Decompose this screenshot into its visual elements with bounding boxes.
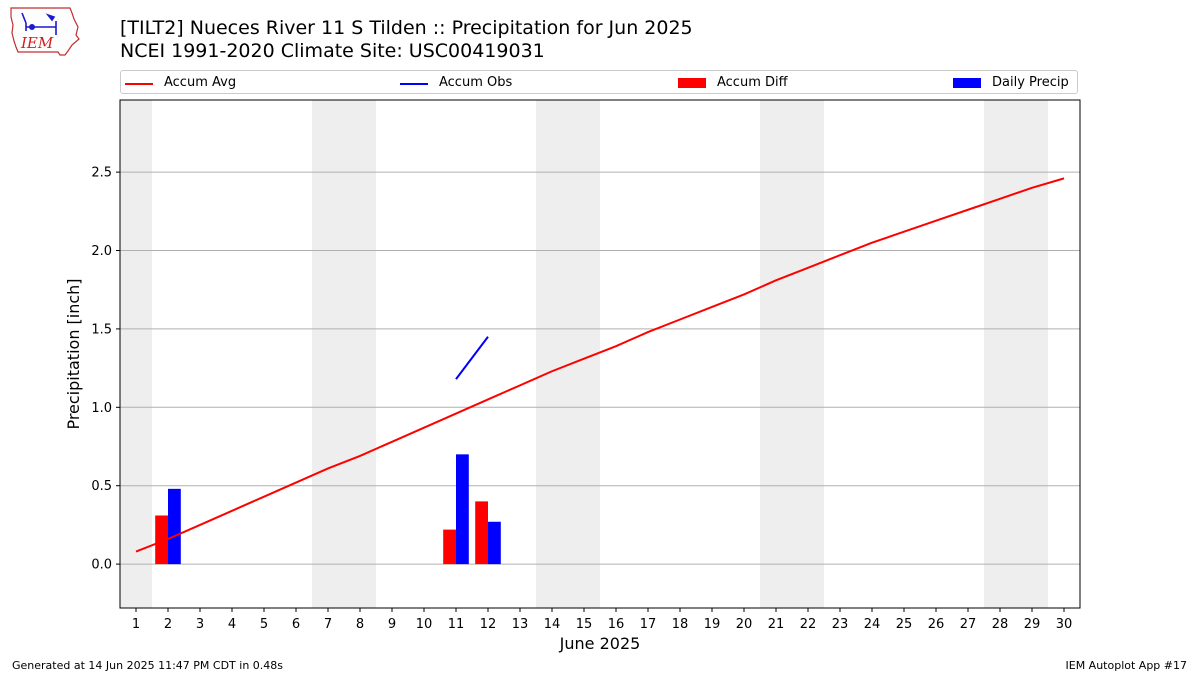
x-tick-label: 12	[480, 617, 497, 632]
x-tick-label: 25	[896, 617, 913, 632]
bar-daily-precip	[456, 454, 469, 565]
x-tick-label: 29	[1024, 617, 1041, 632]
legend-label-daily-precip: Daily Precip	[992, 75, 1069, 90]
logo-text: IEM	[20, 34, 54, 52]
x-tick-label: 21	[768, 617, 785, 632]
generated-note: Generated at 14 Jun 2025 11:47 PM CDT in…	[12, 659, 284, 672]
legend-swatch-accum-diff	[678, 78, 706, 88]
x-tick-label: 19	[704, 617, 721, 632]
y-axis-label: Precipitation [inch]	[64, 278, 83, 429]
y-tick-label: 2.5	[91, 166, 112, 181]
x-tick-label: 30	[1056, 617, 1073, 632]
chart-title: [TILT2] Nueces River 11 S Tilden :: Prec…	[120, 17, 693, 39]
x-tick-label: 4	[228, 617, 236, 632]
x-tick-label: 13	[512, 617, 529, 632]
legend-item-accum-obs: Accum Obs	[400, 74, 560, 92]
x-tick-label: 2	[164, 617, 172, 632]
bar-accum-diff	[155, 515, 168, 565]
y-tick-label: 0.0	[91, 558, 112, 573]
x-tick-label: 15	[576, 617, 593, 632]
iem-iowa-logo-icon: IEM	[10, 7, 80, 56]
x-tick-label: 26	[928, 617, 945, 632]
y-tick-label: 2.0	[91, 244, 112, 259]
x-tick-label: 10	[416, 617, 433, 632]
x-tick-label: 3	[196, 617, 204, 632]
weekend-band	[312, 100, 376, 608]
x-tick-label: 27	[960, 617, 977, 632]
x-tick-label: 1	[132, 617, 140, 632]
legend: Accum Avg Accum Obs Accum Diff Daily Pre…	[120, 70, 1078, 94]
x-tick-label: 11	[448, 617, 465, 632]
x-tick-label: 5	[260, 617, 268, 632]
legend-label-accum-diff: Accum Diff	[717, 75, 788, 90]
legend-item-accum-diff: Accum Diff	[678, 74, 838, 92]
weekend-band	[984, 100, 1048, 608]
x-tick-label: 7	[324, 617, 332, 632]
x-tick-label: 16	[608, 617, 625, 632]
x-tick-label: 6	[292, 617, 300, 632]
bar-accum-diff	[475, 501, 488, 565]
x-axis-label: June 2025	[559, 634, 641, 653]
legend-item-daily-precip: Daily Precip	[953, 74, 1077, 92]
x-tick-label: 24	[864, 617, 881, 632]
x-tick-label: 20	[736, 617, 753, 632]
bar-daily-precip	[168, 488, 181, 565]
x-tick-label: 8	[356, 617, 364, 632]
app-note: IEM Autoplot App #17	[1065, 659, 1188, 672]
weekend-band	[120, 100, 152, 608]
x-tick-label: 9	[388, 617, 396, 632]
weekend-band	[536, 100, 600, 608]
legend-item-accum-avg: Accum Avg	[125, 74, 285, 92]
x-tick-label: 17	[640, 617, 657, 632]
legend-swatch-daily-precip	[953, 78, 981, 88]
x-tick-label: 22	[800, 617, 817, 632]
y-tick-label: 1.5	[91, 322, 112, 337]
x-tick-label: 14	[544, 617, 561, 632]
weekend-band	[760, 100, 824, 608]
line-accum-obs	[455, 336, 489, 380]
bar-daily-precip	[488, 521, 501, 565]
line-accum-avg	[135, 177, 1065, 553]
legend-swatch-accum-obs	[400, 83, 428, 85]
plot-frame	[119, 99, 1081, 609]
legend-label-accum-avg: Accum Avg	[164, 75, 237, 90]
x-tick-label: 28	[992, 617, 1009, 632]
x-tick-label: 18	[672, 617, 689, 632]
bar-accum-diff	[443, 529, 456, 565]
legend-label-accum-obs: Accum Obs	[439, 75, 513, 90]
y-tick-label: 0.5	[91, 479, 112, 494]
legend-swatch-accum-avg	[125, 83, 153, 85]
chart-subtitle: NCEI 1991-2020 Climate Site: USC00419031	[120, 40, 545, 62]
y-tick-label: 1.0	[91, 401, 112, 416]
x-tick-label: 23	[832, 617, 849, 632]
iem-logo: IEM	[8, 5, 82, 63]
